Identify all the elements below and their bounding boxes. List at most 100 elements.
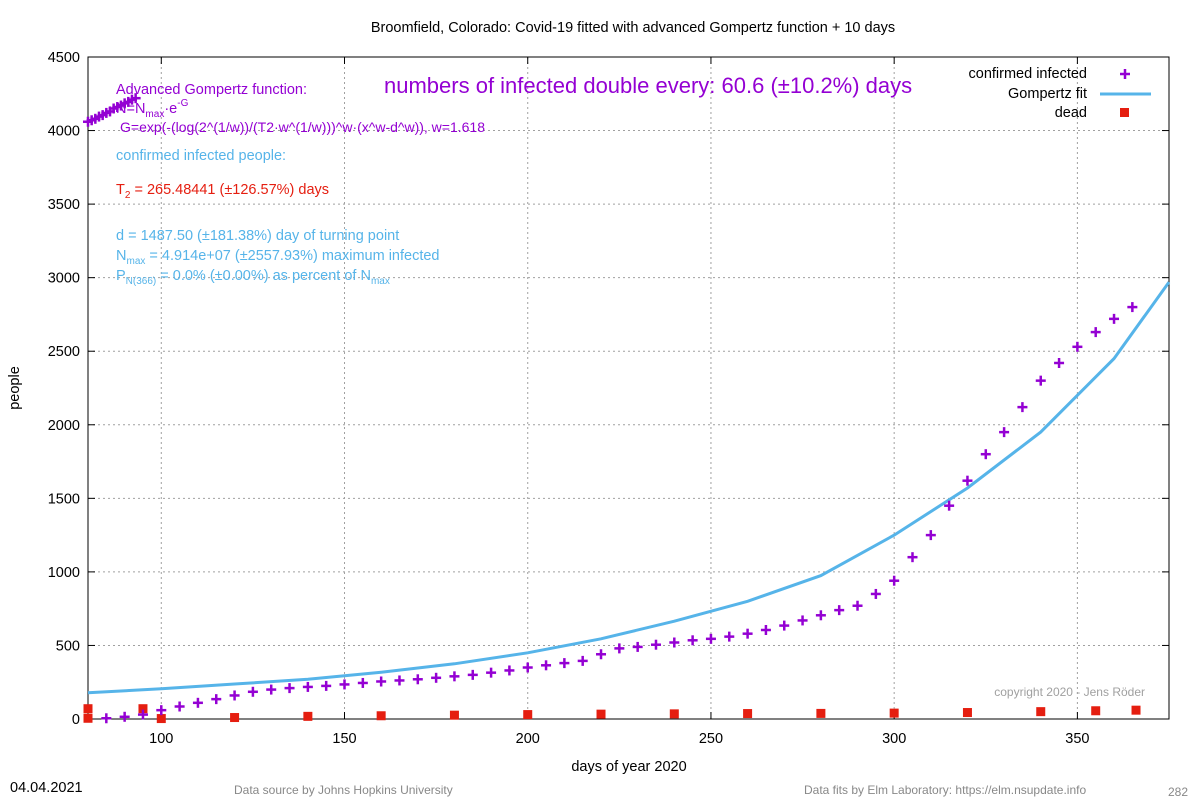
confirmed-point	[724, 631, 735, 642]
dead-point	[962, 708, 972, 718]
dead-point	[303, 711, 313, 721]
axis-ticks: 0 500 1000 1500 2000 2500 3000 3500 4000 4500 100 1…	[48, 50, 1169, 747]
confirmed-point	[137, 709, 148, 720]
y-tick-label: 1500	[48, 491, 80, 507]
t2-line: T2 = 265.48441 (±126.57%) days	[116, 182, 329, 201]
confirmed-point	[192, 697, 203, 708]
confirmed-point	[229, 690, 240, 701]
dead-point	[376, 711, 386, 721]
legend-label-gompertz: Gompertz fit	[1008, 86, 1087, 102]
confirmed-point	[211, 694, 222, 705]
dead-point	[889, 708, 899, 718]
gompertz-fit-line	[87, 281, 1171, 695]
confirmed-point	[1072, 341, 1083, 352]
confirmed-point	[486, 667, 497, 678]
copyright-note: copyright 2020 - Jens Röder	[994, 685, 1145, 699]
x-tick-label: 250	[699, 731, 723, 747]
x-tick-label: 350	[1065, 731, 1089, 747]
d-line: d = 1487.50 (±181.38%) day of turning po…	[116, 228, 399, 244]
confirmed-point	[376, 676, 387, 687]
dead-point	[1036, 707, 1046, 717]
y-tick-label: 4000	[48, 124, 80, 140]
x-tick-label: 200	[516, 731, 540, 747]
confirmed-point	[431, 672, 442, 683]
confirmed-point	[797, 615, 808, 626]
footer-page-number: 282	[1168, 785, 1189, 799]
g-formula: G=exp(-(log(2^(1/w))/(T2·w^(1/w)))^w·(x^…	[120, 119, 485, 135]
plot-frame	[87, 56, 1170, 720]
confirmed-point	[130, 93, 141, 104]
confirmed-point	[357, 677, 368, 688]
confirmed-point	[1054, 357, 1065, 368]
x-tick-label: 150	[332, 731, 356, 747]
y-tick-label: 2000	[48, 418, 80, 434]
confirmed-point	[559, 658, 570, 669]
confirmed-point	[687, 635, 698, 646]
confirmed-point	[596, 649, 607, 660]
confirmed-point	[925, 530, 936, 541]
dead-point	[816, 708, 826, 718]
dead-point	[596, 709, 606, 719]
footer-source: Data source by Johns Hopkins University	[234, 783, 453, 797]
dead-point	[669, 709, 679, 719]
confirmed-point	[650, 639, 661, 650]
y-axis-label: people	[7, 366, 23, 410]
confirmed-point	[870, 588, 881, 599]
dead-point	[138, 704, 148, 714]
doubling-annotation: numbers of infected double every: 60.6 (…	[384, 73, 912, 98]
y-tick-label: 3500	[48, 197, 80, 213]
dead-point	[743, 709, 753, 719]
confirmed-point	[449, 671, 460, 682]
confirmed-point	[339, 679, 350, 690]
y-tick-label: 1000	[48, 565, 80, 581]
confirmed-point	[779, 620, 790, 631]
x-axis-label: days of year 2020	[571, 759, 686, 775]
confirmed-point	[577, 655, 588, 666]
confirmed-point	[742, 628, 753, 639]
confirmed-heading: confirmed infected people:	[116, 148, 286, 164]
series	[83, 93, 1171, 724]
confirmed-point	[705, 633, 716, 644]
y-tick-label: 0	[72, 712, 80, 728]
confirmed-point	[669, 637, 680, 648]
nmax-line: Nmax = 4.914e+07 (±2557.93%) maximum inf…	[116, 248, 440, 267]
confirmed-point	[156, 705, 167, 716]
footer-date: 04.04.2021	[10, 780, 83, 796]
dead-point	[1131, 705, 1141, 715]
confirmed-point	[504, 665, 515, 676]
chart-title: Broomfield, Colorado: Covid-19 fitted wi…	[371, 20, 895, 36]
confirmed-point	[889, 575, 900, 586]
confirmed-point	[1035, 375, 1046, 386]
confirmed-point	[834, 605, 845, 616]
confirmed-point	[907, 552, 918, 563]
confirmed-point	[980, 449, 991, 460]
confirmed-point	[944, 500, 955, 511]
x-tick-label: 100	[149, 731, 173, 747]
footer-fits: Data fits by Elm Laboratory: https://elm…	[804, 783, 1087, 797]
legend: confirmed infected Gompertz fit dead	[969, 66, 1151, 121]
dead-point	[156, 714, 166, 724]
y-tick-label: 2500	[48, 344, 80, 360]
legend-marker-dead	[1120, 108, 1129, 117]
legend-label-confirmed: confirmed infected	[969, 66, 1087, 82]
confirmed-point	[852, 600, 863, 611]
confirmed-point	[101, 713, 112, 724]
confirmed-point	[632, 641, 643, 652]
dead-point	[83, 704, 93, 714]
confirmed-point	[302, 681, 313, 692]
confirmed-point	[1017, 402, 1028, 413]
confirmed-point	[174, 701, 185, 712]
confirmed-point	[614, 643, 625, 654]
adv-gompertz-title: Advanced Gompertz function:	[116, 82, 307, 98]
y-tick-label: 500	[56, 638, 80, 654]
confirmed-point	[999, 427, 1010, 438]
confirmed-point	[321, 680, 332, 691]
confirmed-point	[1109, 313, 1120, 324]
confirmed-point	[815, 610, 826, 621]
confirmed-point	[962, 475, 973, 486]
confirmed-point	[266, 684, 277, 695]
legend-label-dead: dead	[1055, 105, 1087, 121]
x-tick-label: 300	[882, 731, 906, 747]
p-line: PN(366) = 0.0% (±0.00%) as percent of Nm…	[116, 268, 390, 287]
